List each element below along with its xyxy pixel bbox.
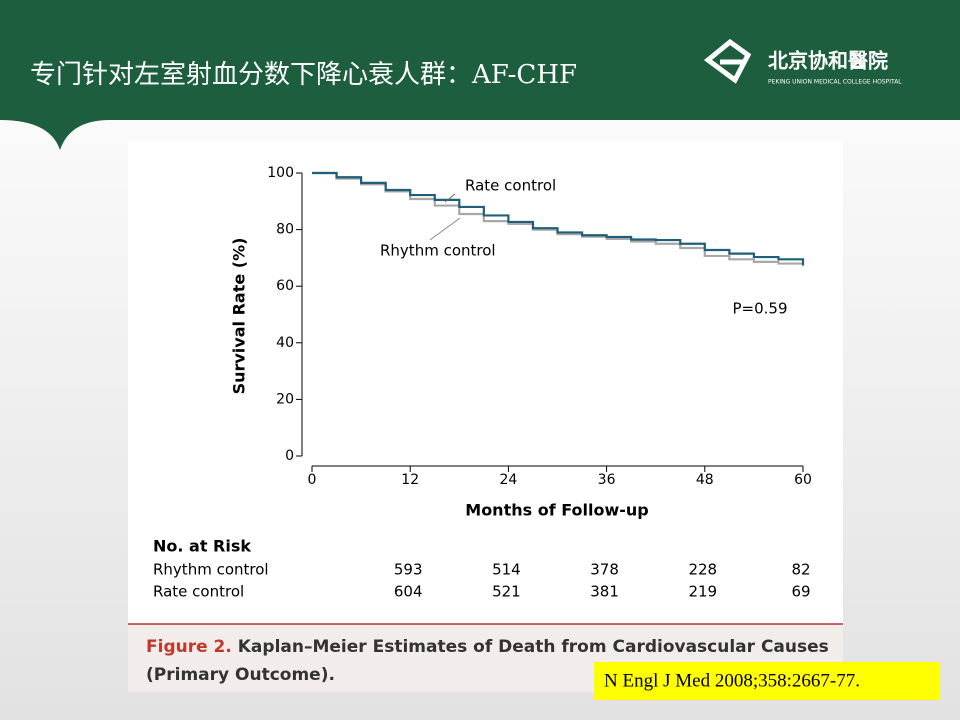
y-tick-label: 20	[276, 391, 294, 407]
citation-box	[594, 662, 940, 700]
risk-count: 593	[394, 561, 423, 579]
x-tick-label: 48	[696, 472, 714, 488]
risk-count: 69	[791, 583, 810, 601]
series-label: Rhythm control	[380, 242, 496, 260]
risk-count: 378	[590, 561, 619, 579]
caption-label: Figure 2.	[146, 637, 232, 657]
slide-title: 专门针对左室射血分数下降心衰人群：AF-CHF	[30, 60, 577, 90]
risk-row-label: Rate control	[153, 583, 244, 601]
risk-table-title: No. at Risk	[153, 537, 251, 556]
logo-mark	[703, 38, 752, 84]
label-leader	[444, 193, 456, 203]
annotation: P=0.59	[732, 300, 787, 318]
y-tick-label: 0	[285, 448, 294, 464]
risk-count: 604	[394, 583, 423, 601]
header-band	[0, 0, 960, 150]
figure-panel	[128, 140, 843, 692]
risk-count: 521	[492, 583, 521, 601]
y-tick-label: 80	[276, 222, 294, 238]
series-label: Rate control	[465, 177, 556, 195]
caption-text: Kaplan–Meier Estimates of Death from Car…	[232, 637, 829, 657]
caption-text: (Primary Outcome).	[146, 665, 335, 685]
risk-count: 228	[688, 561, 717, 579]
risk-count: 219	[688, 583, 717, 601]
risk-row-label: Rhythm control	[153, 561, 269, 579]
x-tick-label: 60	[794, 472, 812, 488]
risk-count: 381	[590, 583, 619, 601]
caption: Figure 2. Kaplan–Meier Estimates of Deat…	[146, 637, 829, 657]
x-tick-label: 12	[401, 472, 419, 488]
logo: 北京协和醫院 PEKING UNION MEDICAL COLLEGE HOSP…	[703, 38, 902, 86]
label-leader	[429, 217, 461, 241]
y-tick-label: 100	[267, 165, 294, 181]
citation: N Engl J Med 2008;358:2667-77.	[604, 670, 860, 691]
x-tick-label: 36	[598, 472, 616, 488]
x-axis-label: Months of Follow-up	[465, 501, 648, 520]
survival-curve	[312, 171, 805, 267]
survival-curve	[312, 171, 805, 265]
x-tick-label: 24	[499, 472, 517, 488]
logo-text: 北京协和醫院	[768, 49, 888, 73]
x-tick-label: 0	[308, 472, 317, 488]
y-tick-label: 40	[276, 335, 294, 351]
risk-count: 82	[791, 561, 810, 579]
y-axis-label: Survival Rate (%)	[230, 238, 249, 395]
risk-count: 514	[492, 561, 521, 579]
y-tick-label: 60	[276, 278, 294, 294]
logo-subtitle: PEKING UNION MEDICAL COLLEGE HOSPITAL	[768, 79, 902, 86]
